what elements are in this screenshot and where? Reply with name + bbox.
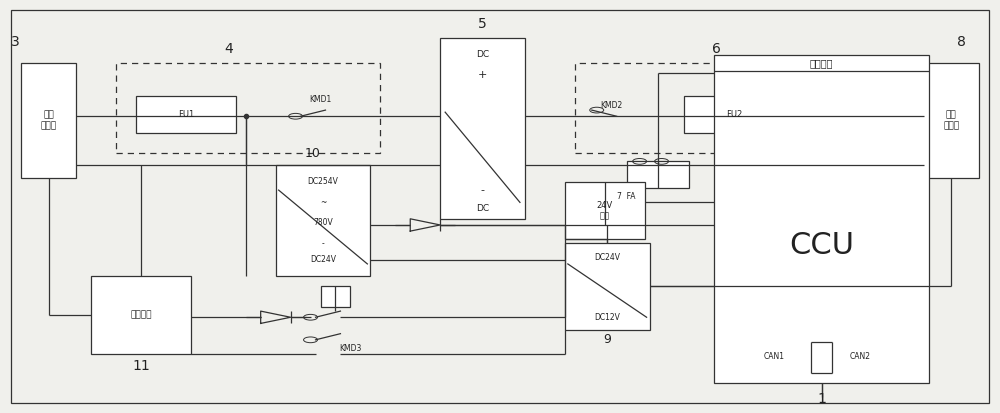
Text: 780V: 780V (313, 218, 333, 228)
Text: 3: 3 (11, 36, 20, 50)
Text: 低压电池: 低压电池 (130, 311, 152, 320)
Text: 4: 4 (224, 42, 233, 56)
Text: DC254V: DC254V (308, 178, 338, 186)
Text: DC: DC (476, 204, 489, 213)
Text: 8: 8 (957, 36, 966, 50)
Text: DC24V: DC24V (310, 255, 336, 264)
Text: DC12V: DC12V (594, 313, 620, 322)
Text: CAN2: CAN2 (850, 352, 871, 361)
Text: 输出
充电枪: 输出 充电枪 (943, 111, 959, 130)
Text: ~: ~ (320, 198, 326, 207)
Bar (136, 96, 236, 133)
Text: CAN1: CAN1 (764, 352, 785, 361)
Text: DC: DC (476, 50, 489, 59)
Text: 11: 11 (132, 359, 150, 373)
Text: CCU: CCU (789, 230, 854, 259)
Text: 7  FA: 7 FA (617, 192, 635, 201)
Text: FU2: FU2 (726, 110, 742, 119)
Text: DC24V: DC24V (594, 253, 620, 262)
Text: 1: 1 (817, 392, 826, 406)
Text: 电表采样: 电表采样 (810, 58, 833, 68)
Text: 6: 6 (712, 42, 721, 56)
Text: -: - (322, 239, 324, 248)
Text: KMD3: KMD3 (339, 344, 362, 353)
Bar (276, 166, 370, 276)
Text: KMD1: KMD1 (309, 95, 332, 104)
Bar (565, 243, 650, 330)
Bar (91, 276, 191, 354)
Text: 5: 5 (478, 17, 487, 31)
Bar (575, 63, 839, 153)
Text: 24V
输入: 24V 输入 (597, 201, 613, 220)
Bar (924, 63, 979, 178)
Bar (714, 55, 929, 383)
Text: KMD2: KMD2 (601, 102, 623, 111)
Text: 输入
充电枪: 输入 充电枪 (41, 111, 57, 130)
Text: 9: 9 (603, 333, 611, 347)
Bar (565, 182, 645, 239)
Bar (320, 287, 350, 307)
Bar (116, 63, 380, 153)
Bar (627, 161, 689, 188)
Text: +: + (478, 70, 487, 80)
Text: -: - (481, 185, 485, 195)
Text: 10: 10 (305, 147, 321, 160)
Bar (684, 96, 784, 133)
Text: FU1: FU1 (178, 110, 194, 119)
Bar (21, 63, 76, 178)
Bar (440, 38, 525, 219)
